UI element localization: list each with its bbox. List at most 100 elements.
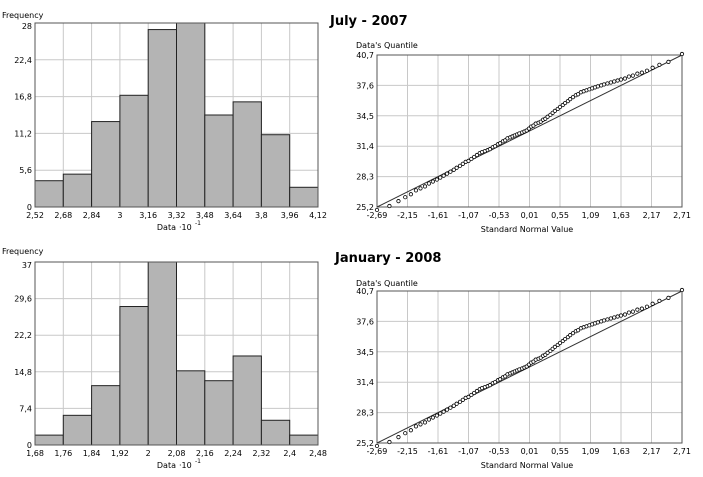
qq-july-point <box>460 161 465 166</box>
qq-july-point <box>403 195 408 200</box>
qq-july-point <box>635 71 640 76</box>
qq-jan-point <box>615 314 620 319</box>
qq-july-point <box>426 181 432 186</box>
qq-january-2008: January - 2008 Data's Quantile 25,2 28,3 3… <box>334 251 691 470</box>
qq-jan-point <box>448 405 453 410</box>
qq-jan-grid <box>377 291 682 443</box>
qq-july-point <box>469 156 474 162</box>
qq-jan-point <box>570 331 576 336</box>
qq-jan-point <box>630 309 635 314</box>
qq-jan-point <box>444 407 450 412</box>
qq-july-point <box>396 199 401 204</box>
qq-jan-point <box>601 318 607 323</box>
qq-july-x-ticks: -2,69 -2,15 -1,61 -1,07 -0,53 0,01 0,55 1,09 1,6… <box>367 211 691 220</box>
qq-jan-y-label: Data's Quantile <box>356 279 418 288</box>
qq-jan-x-tick-label: 2,71 <box>673 447 691 456</box>
qq-july-y-tick-label: 28,3 <box>356 173 374 182</box>
qq-july-y-label: Data's Quantile <box>356 41 418 50</box>
hist-jan-bars <box>34 261 319 446</box>
qq-jan-point <box>644 304 650 309</box>
qq-jan-point <box>635 307 640 312</box>
hist-jan-x-tick-label: 1,76 <box>54 449 72 458</box>
qq-july-x-tick-label: -1,61 <box>428 211 449 220</box>
hist-july-bar <box>34 180 64 208</box>
qq-jan-point <box>460 397 465 402</box>
hist-july-bar <box>147 29 177 208</box>
hist-jan-y-ticks: 0 7,4 14,8 22,2 29,6 37 <box>14 261 32 450</box>
qq-jan-point <box>622 312 628 317</box>
hist-july-x-label-multiplier: ·10 <box>179 223 192 232</box>
hist-july-x-tick-label: 2,84 <box>83 211 101 220</box>
qq-jan-point <box>595 320 600 325</box>
hist-jan-x-tick-label: 1,84 <box>83 449 101 458</box>
hist-jan-bar <box>34 434 64 446</box>
qq-july-y-tick-label: 37,6 <box>356 81 374 90</box>
qq-july-2007: July - 2007 Data's Quantile 25,2 28,3 31,4… <box>329 14 691 234</box>
qq-jan-x-tick-label: 0,01 <box>521 447 539 456</box>
qq-jan-point <box>474 388 480 394</box>
qq-july-point <box>644 68 650 73</box>
qq-jan-y-tick-label: 28,3 <box>356 409 374 418</box>
qq-july-point <box>498 141 503 146</box>
qq-jan-point <box>492 380 498 385</box>
qq-jan-y-ticks: 25,2 28,3 31,4 34,5 37,6 40,7 <box>356 287 374 448</box>
hist-july-bar <box>232 101 262 208</box>
qq-july-reference-line <box>376 54 683 208</box>
histogram-july-2007: Frequency 0 5,6 11,2 16,8 22,4 28 2,52 2,68 2,8… <box>2 11 327 232</box>
qq-july-point <box>448 169 453 174</box>
qq-july-point <box>434 177 439 182</box>
hist-july-bar <box>62 173 93 208</box>
hist-jan-x-label-multiplier: ·10 <box>179 461 192 470</box>
qq-jan-plot-frame <box>376 290 683 444</box>
hist-july-x-tick-label: 3,32 <box>168 211 186 220</box>
hist-jan-y-tick-label: 37 <box>22 261 32 270</box>
qq-july-point <box>438 175 443 180</box>
hist-july-x-label: Data <box>157 223 176 232</box>
qq-jan-x-label: Standard Normal Value <box>481 461 573 470</box>
qq-july-point <box>605 81 610 86</box>
hist-july-y-label: Frequency <box>2 11 44 20</box>
hist-jan-bar <box>176 370 206 446</box>
hist-jan-bar <box>232 355 262 446</box>
hist-july-x-tick-label: 3,16 <box>139 211 157 220</box>
qq-jan-title: January - 2008 <box>334 251 441 266</box>
qq-jan-point <box>457 399 463 404</box>
hist-july-x-tick-label: 2,68 <box>54 211 72 220</box>
hist-jan-x-tick-label: 2,16 <box>196 449 214 458</box>
qq-jan-point <box>430 415 436 420</box>
qq-july-point <box>430 179 436 184</box>
qq-jan-point <box>666 295 671 300</box>
qq-july-point <box>568 97 573 102</box>
qq-jan-point <box>438 411 443 416</box>
qq-july-x-tick-label: 0,01 <box>521 211 539 220</box>
qq-jan-point <box>557 340 563 346</box>
qq-jan-point <box>426 417 432 422</box>
hist-jan-y-tick-label: 22,2 <box>14 331 32 340</box>
hist-july-y-tick-label: 5,6 <box>19 166 32 175</box>
hist-jan-x-tick-label: 1,68 <box>26 449 44 458</box>
qq-july-point <box>472 154 477 160</box>
hist-july-x-tick-label: 3 <box>117 211 122 220</box>
qq-july-grid <box>377 55 682 207</box>
hist-july-bar <box>260 134 291 208</box>
qq-jan-point <box>498 377 503 382</box>
hist-july-y-tick-label: 0 <box>27 203 32 212</box>
hist-jan-y-tick-label: 7,4 <box>19 404 32 413</box>
qq-jan-x-tick-label: -0,53 <box>489 447 510 456</box>
qq-july-point <box>650 65 655 70</box>
qq-jan-y-tick-label: 37,6 <box>356 317 374 326</box>
qq-jan-point <box>408 428 413 433</box>
qq-jan-point <box>612 315 617 320</box>
qq-jan-x-tick-label: -1,61 <box>428 447 449 456</box>
hist-jan-x-label: Data <box>157 461 176 470</box>
hist-july-x-tick-label: 3,8 <box>255 211 268 220</box>
qq-jan-point <box>403 431 408 436</box>
qq-july-y-tick-label: 25,2 <box>356 203 374 212</box>
qq-jan-point <box>466 394 471 400</box>
hist-jan-bar <box>147 261 177 446</box>
qq-july-point <box>444 171 450 176</box>
qq-jan-x-tick-label: -2,69 <box>367 447 388 456</box>
hist-july-plot-frame <box>34 22 319 208</box>
qq-jan-point <box>650 301 655 306</box>
qq-july-title: July - 2007 <box>329 14 408 29</box>
